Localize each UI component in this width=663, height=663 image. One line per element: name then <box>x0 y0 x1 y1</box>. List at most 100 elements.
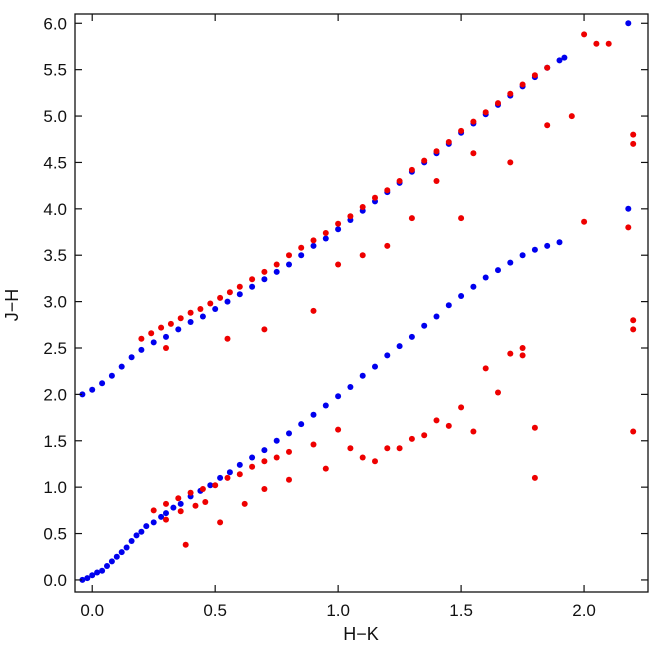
scatter-point <box>310 307 317 314</box>
scatter-point <box>519 81 526 88</box>
scatter-point <box>396 178 403 184</box>
scatter-point <box>408 333 415 340</box>
y-tick-label: 2.0 <box>43 385 67 404</box>
scatter-point <box>79 576 86 583</box>
scatter-point <box>310 411 317 418</box>
scatter-point <box>310 441 317 448</box>
scatter-point <box>482 365 489 372</box>
scatter-point <box>519 252 526 259</box>
scatter-point <box>544 122 551 129</box>
scatter-point <box>202 499 209 505</box>
scatter-point <box>433 313 440 320</box>
scatter-point <box>167 320 174 327</box>
scatter-point <box>163 500 169 507</box>
scatter-point <box>359 372 366 379</box>
scatter-point <box>544 64 551 71</box>
scatter-point <box>458 127 465 134</box>
scatter-point <box>544 242 551 249</box>
scatter-point <box>108 372 115 379</box>
scatter-point <box>335 426 342 433</box>
y-tick-label: 1.5 <box>43 432 67 451</box>
scatter-point <box>128 538 135 544</box>
scatter-point <box>495 100 501 107</box>
scatter-point <box>507 90 514 97</box>
scatter-point <box>625 224 632 231</box>
scatter-point <box>212 482 219 489</box>
y-axis-label: J−H <box>2 289 22 322</box>
scatter-point <box>630 131 637 138</box>
y-tick-label: 5.5 <box>43 61 67 80</box>
scatter-point <box>118 549 125 556</box>
scatter-point <box>273 261 280 268</box>
scatter-point <box>482 109 489 116</box>
y-tick-label: 0.5 <box>43 525 67 544</box>
scatter-point <box>507 159 514 166</box>
scatter-point <box>261 326 268 333</box>
scatter-point <box>605 40 612 47</box>
scatter-point <box>249 463 256 470</box>
scatter-point <box>372 363 378 370</box>
scatter-point <box>384 352 391 359</box>
scatter-point <box>207 482 214 489</box>
scatter-point <box>99 380 106 387</box>
scatter-point <box>249 276 256 283</box>
scatter-point <box>556 57 563 64</box>
scatter-point <box>421 322 428 329</box>
y-tick-label: 4.0 <box>43 200 67 219</box>
scatter-point <box>408 435 415 442</box>
scatter-point <box>241 500 248 507</box>
scatter-point <box>94 569 101 576</box>
scatter-point <box>217 519 224 526</box>
scatter-point <box>630 140 637 147</box>
scatter-point <box>138 528 145 535</box>
y-tick-label: 0.0 <box>43 571 67 590</box>
scatter-point <box>99 567 106 574</box>
x-tick-label: 0.5 <box>203 601 227 620</box>
scatter-point <box>445 302 452 309</box>
scatter-point <box>261 458 268 465</box>
x-axis-label: H−K <box>343 624 379 644</box>
scatter-point <box>445 139 452 145</box>
scatter-point <box>163 333 169 340</box>
scatter-point <box>322 465 329 472</box>
scatter-point <box>177 508 184 515</box>
scatter-point <box>217 474 224 481</box>
scatter-point <box>79 391 86 398</box>
scatter-point <box>199 486 206 492</box>
scatter-point <box>531 474 538 481</box>
scatter-point <box>470 283 477 290</box>
scatter-point <box>495 389 501 396</box>
scatter-point <box>507 350 514 357</box>
x-tick-label: 0.0 <box>80 601 104 620</box>
scatter-point <box>495 267 501 274</box>
scatter-point <box>108 558 115 565</box>
scatter-point <box>372 194 378 201</box>
scatter-point <box>224 298 231 305</box>
scatter-point <box>630 428 637 435</box>
scatter-point <box>298 252 305 259</box>
scatter-point <box>625 20 632 27</box>
scatter-point <box>458 293 465 299</box>
scatter-point <box>236 471 243 478</box>
scatter-point <box>384 242 391 249</box>
y-tick-label: 6.0 <box>43 14 67 33</box>
scatter-point <box>286 252 292 259</box>
scatter-point <box>273 437 280 444</box>
scatter-point <box>236 461 243 468</box>
scatter-point <box>273 268 280 275</box>
scatter-point <box>322 402 329 409</box>
scatter-point <box>396 445 403 452</box>
scatter-point <box>630 326 637 333</box>
scatter-point <box>298 244 305 251</box>
scatter-point <box>217 294 224 301</box>
scatter-point <box>335 393 342 400</box>
scatter-point <box>163 510 169 517</box>
y-tick-label: 3.5 <box>43 246 67 265</box>
scatter-point <box>123 544 130 551</box>
scatter-point <box>199 313 206 320</box>
scatter-point <box>470 428 477 435</box>
y-tick-label: 4.5 <box>43 153 67 172</box>
scatter-point <box>335 261 342 268</box>
scatter-point <box>384 187 391 194</box>
